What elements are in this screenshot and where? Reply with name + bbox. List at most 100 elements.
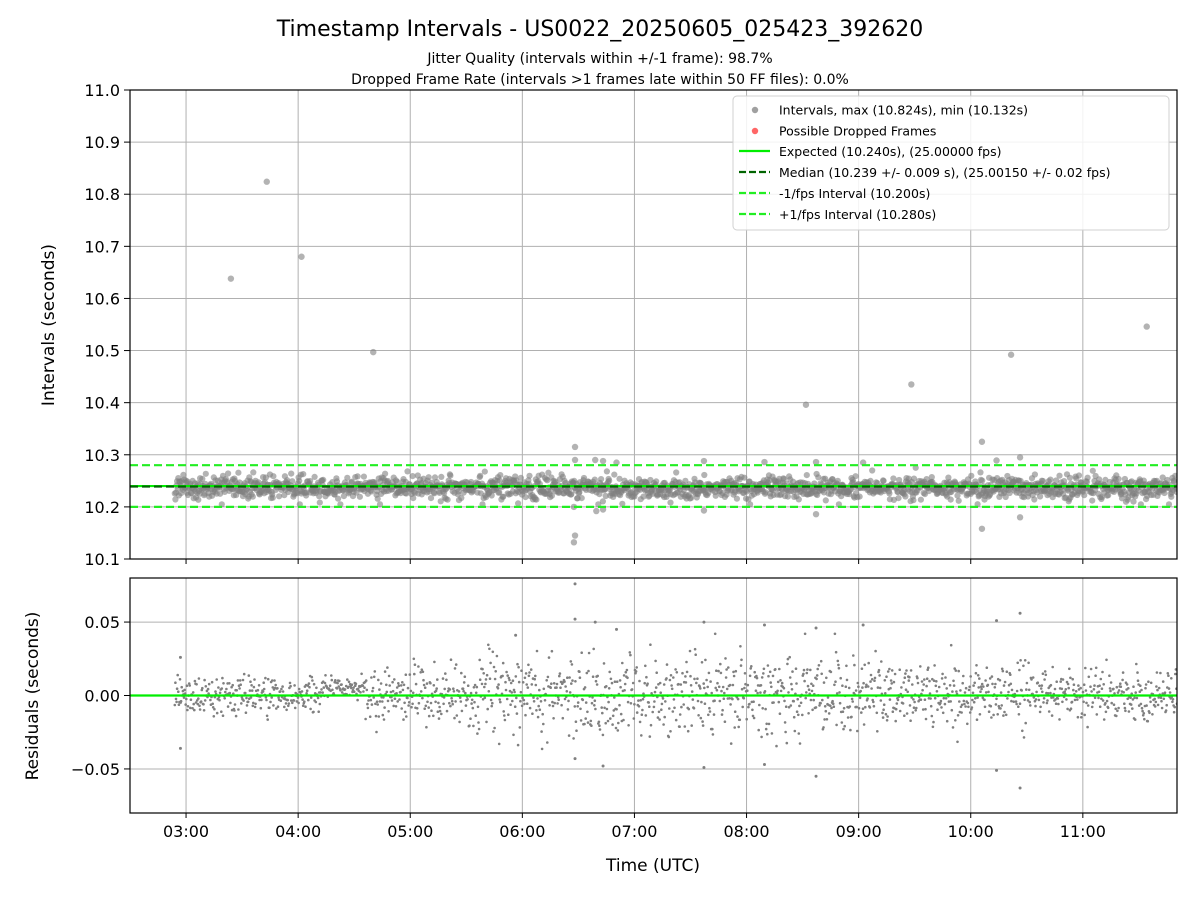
residual-point [648,705,651,708]
residual-point [202,709,206,712]
residual-point [876,730,879,733]
residual-point [1019,659,1022,662]
residual-point [762,667,766,671]
residual-point [608,670,611,674]
residual-point [571,679,574,682]
residual-point [399,690,402,694]
residual-point [1122,691,1125,694]
residual-point [956,714,960,717]
residual-point [1141,714,1145,717]
residual-point [1142,712,1146,715]
residual-point [912,706,916,709]
residual-point [296,696,300,699]
residual-point [565,690,569,693]
residual-point [221,714,225,717]
residual-point [1140,688,1143,692]
interval-point [1159,474,1166,481]
residual-point [1137,704,1141,707]
residual-point [1030,678,1033,681]
residual-point [724,657,727,660]
residual-point [377,715,381,718]
residual-point [473,683,477,687]
residual-point [731,697,734,701]
residual-point [703,686,706,690]
residual-point [729,742,733,745]
residual-point [609,677,613,681]
interval-point [533,496,540,503]
residual-point [425,682,429,685]
residual-point [268,706,271,710]
residual-point [982,685,985,688]
intervals-reference-lines [130,464,1177,508]
residual-point [822,726,825,729]
residual-point [517,680,521,684]
residual-point [1039,705,1042,709]
residual-point [1074,690,1078,693]
residual-point [452,687,455,690]
residual-point [651,710,654,714]
residual-point [1023,659,1027,662]
residual-point [572,737,575,740]
residual-point [601,733,605,737]
residual-point [460,709,464,713]
residual-point [371,686,375,690]
residual-point [287,704,290,708]
residual-point [525,702,529,705]
residual-point [406,696,409,700]
residual-point [1119,685,1123,688]
residual-point [368,715,372,718]
residual-point [1023,698,1026,702]
residual-point [574,720,578,723]
residual-point [619,712,623,716]
residual-point [1100,687,1104,690]
residual-point [723,691,726,695]
residual-point [1127,687,1130,690]
residual-point [174,681,177,684]
residuals-panel: −0.050.000.05 03:00 04:00 05:00 06:00 07:00 0… [23,577,1178,876]
residual-point [860,667,864,670]
residual-point [724,676,728,679]
residual-point [1167,687,1171,690]
residual-point [583,722,586,726]
residual-point [528,706,532,710]
residual-point [1104,710,1108,714]
residual-point [921,688,924,692]
residual-point [645,675,648,679]
residual-point [215,678,218,681]
residual-point [802,672,805,676]
interval-point [974,501,981,508]
residual-point [1153,697,1156,701]
residual-point [925,677,929,680]
residual-point [1007,690,1010,694]
intervals-y-axis-label: Intervals (seconds) [39,244,59,406]
interval-point [979,477,986,484]
residual-point [222,682,225,685]
residual-point [335,687,339,690]
interval-point [289,478,296,485]
interval-point [545,469,552,476]
residual-point [1017,705,1020,708]
residual-point [609,717,612,720]
residual-point [881,716,885,719]
residual-point [866,697,869,700]
interval-outlier-point [1016,454,1024,461]
residual-point [1162,697,1166,701]
residual-point [409,689,413,693]
residual-point [1154,700,1158,704]
residual-point [715,688,719,692]
residual-point [239,683,242,686]
residual-point [491,701,494,705]
residual-point [503,718,507,722]
residual-point [438,709,442,713]
residual-point [750,665,753,668]
residual-point [512,733,515,737]
residual-point [550,682,553,685]
residual-point [924,707,927,711]
residual-point [1060,687,1064,691]
residual-point [1002,684,1006,687]
residual-point [722,697,726,700]
residual-point [315,686,318,690]
interval-point [316,499,323,506]
residual-point [704,658,707,662]
residual-point [987,690,990,694]
